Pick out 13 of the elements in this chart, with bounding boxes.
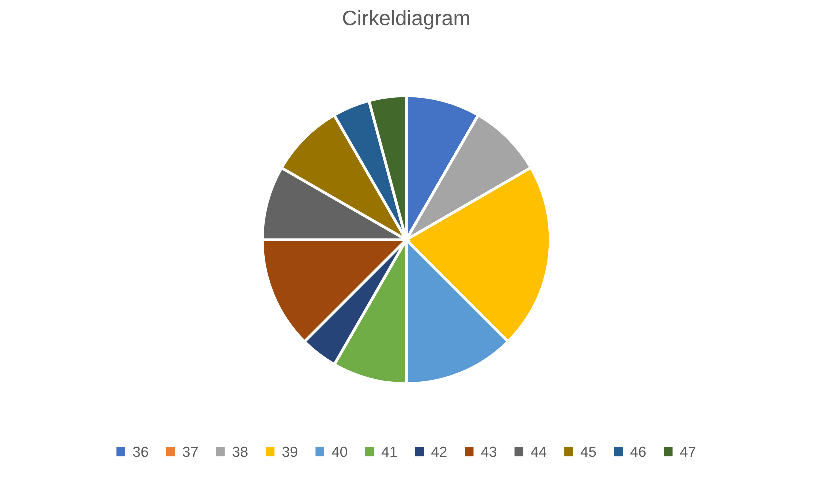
legend-label: 42 (432, 446, 447, 458)
legend-label: 39 (282, 446, 298, 458)
legend-label: 41 (382, 447, 398, 458)
legend-label: 44 (531, 447, 547, 458)
legend-label: 43 (481, 446, 497, 458)
legend-label: 47 (680, 447, 696, 458)
legend-label: 40 (332, 446, 348, 458)
legend-label: 46 (630, 446, 646, 458)
legend-label: 38 (232, 446, 248, 458)
legend-label: 37 (183, 446, 198, 458)
legend-label: 36 (133, 446, 148, 458)
legend-label: 45 (580, 447, 596, 458)
chart-title: Cirkeldiagram (343, 10, 470, 30)
